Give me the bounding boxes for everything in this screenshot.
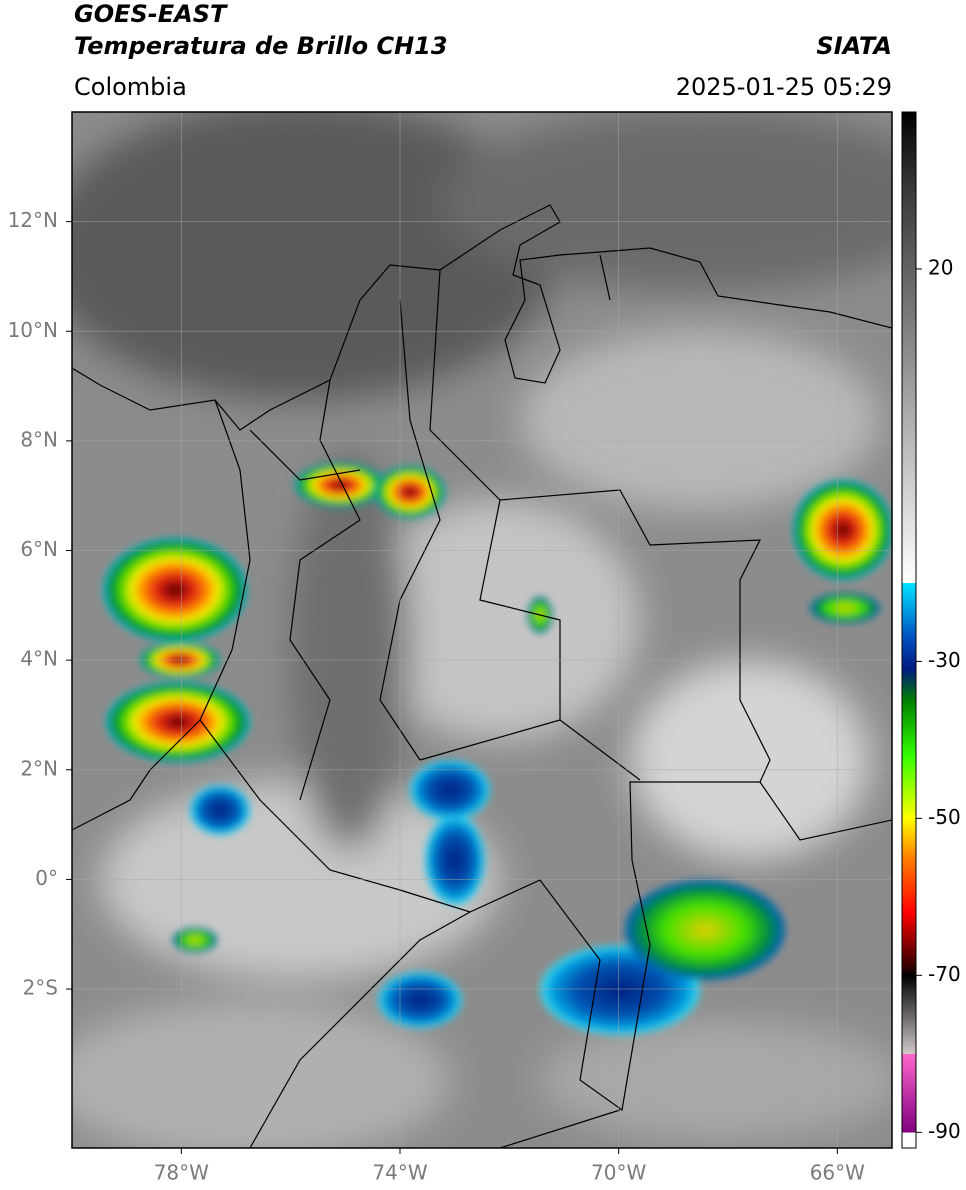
title: GOES-EAST <box>74 0 228 28</box>
y-tick-label: 8°N <box>20 427 58 451</box>
source: SIATA <box>816 32 892 60</box>
border <box>249 781 892 1148</box>
colorbar-tick-label: -90 <box>928 1119 961 1143</box>
map-frame <box>71 111 893 1149</box>
colorbar-tick-label: -50 <box>928 805 961 829</box>
border <box>199 269 771 1112</box>
y-tick-label: 10°N <box>8 318 58 342</box>
y-tick-label: 2°N <box>20 756 58 780</box>
x-tick-label: 66°W <box>810 1161 865 1185</box>
subtitle: Temperatura de Brillo CH13 <box>74 32 448 60</box>
y-tick-label: 6°N <box>20 537 58 561</box>
x-tick-label: 70°W <box>591 1161 646 1185</box>
y-tick-label: 4°N <box>20 647 58 671</box>
x-tick-label: 74°W <box>372 1161 427 1185</box>
x-tick-label: 78°W <box>154 1161 209 1185</box>
coastline <box>72 204 892 431</box>
colorbar-tick-label: 20 <box>928 255 953 279</box>
y-tick-label: 0° <box>35 866 58 890</box>
timestamp: 2025-01-25 05:29 <box>676 73 892 101</box>
colorbar <box>901 111 917 1149</box>
region: Colombia <box>74 73 187 101</box>
y-tick-label: 12°N <box>8 208 58 232</box>
coastline <box>72 399 251 831</box>
y-tick-label: 2°S <box>23 976 58 1000</box>
colorbar-tick-label: -30 <box>928 648 961 672</box>
graticule <box>72 112 892 1148</box>
map-image <box>72 112 892 1148</box>
department-lines <box>249 254 641 801</box>
colorbar-tick-label: -70 <box>928 962 961 986</box>
